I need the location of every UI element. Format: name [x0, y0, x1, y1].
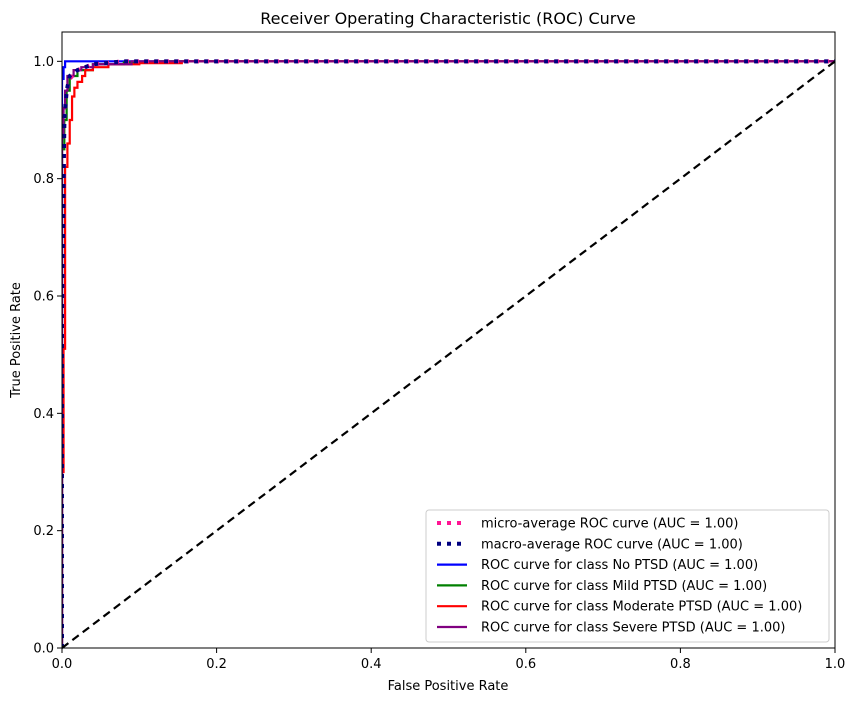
- x-tick-label: 0.6: [515, 657, 536, 672]
- series-line-1: [62, 59, 835, 648]
- x-tick-label: 0.2: [206, 657, 227, 672]
- y-tick-label: 0.8: [33, 172, 54, 187]
- plot-frame: [61, 31, 836, 649]
- legend: micro-average ROC curve (AUC = 1.00) macr…: [425, 509, 830, 643]
- x-axis-label: False Positive Rate: [388, 679, 509, 694]
- x-tick-label: 0.0: [52, 657, 73, 672]
- legend-label: ROC curve for class No PTSD (AUC = 1.00): [481, 558, 758, 573]
- x-tick-label: 0.4: [361, 657, 382, 672]
- legend-label: ROC curve for class Moderate PTSD (AUC =…: [481, 600, 802, 615]
- series-line-2: [62, 60, 835, 648]
- legend-box: [425, 509, 830, 643]
- legend-label: macro-average ROC curve (AUC = 1.00): [481, 537, 743, 552]
- y-tick-label: 0.0: [33, 642, 54, 657]
- x-tick-label: 1.0: [825, 657, 846, 672]
- legend-label: ROC curve for class Mild PTSD (AUC = 1.0…: [481, 579, 767, 594]
- y-tick-label: 1.0: [33, 55, 54, 70]
- chart-title: Receiver Operating Characteristic (ROC) …: [260, 9, 635, 28]
- y-tick-label: 0.6: [33, 290, 54, 305]
- legend-label: ROC curve for class Severe PTSD (AUC = 1…: [481, 621, 785, 636]
- plot-series-group: [62, 59, 836, 649]
- chance-diagonal-line: [62, 60, 836, 649]
- y-tick-label: 0.4: [33, 407, 54, 422]
- y-axis-label: True Positive Rate: [9, 282, 24, 399]
- axis-ticks: 0.0 0.2 0.4 0.6 0.8 1.0 0.0 0.2 0.4 0.6 0.8 1.0: [33, 55, 845, 672]
- legend-label: micro-average ROC curve (AUC = 1.00): [481, 517, 738, 532]
- x-tick-label: 0.8: [670, 657, 691, 672]
- y-tick-label: 0.2: [33, 524, 54, 539]
